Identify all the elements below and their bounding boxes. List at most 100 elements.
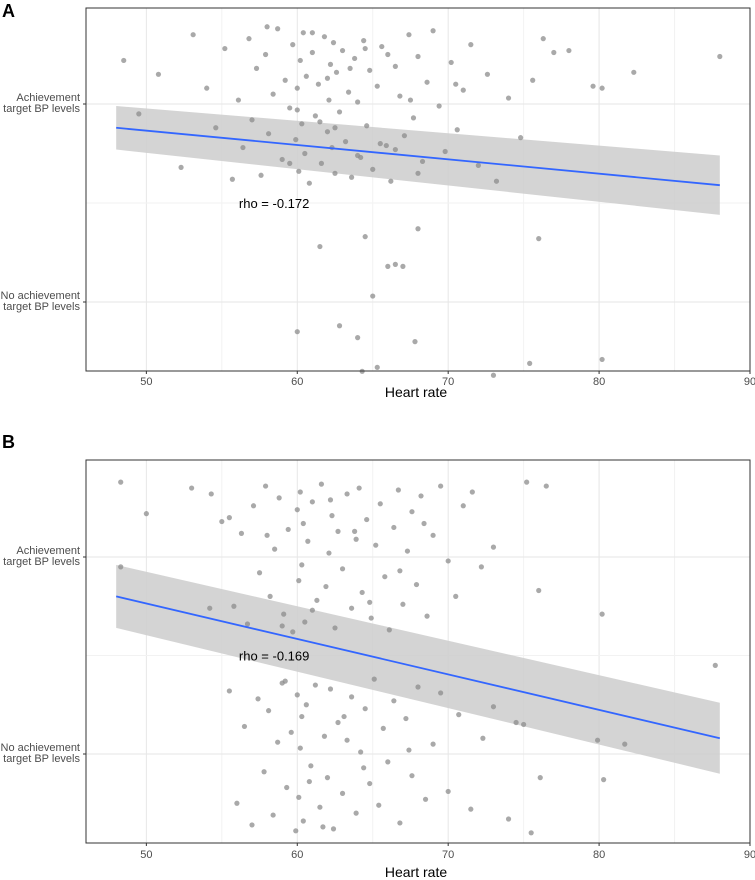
data-point xyxy=(421,520,427,527)
data-point xyxy=(297,489,303,495)
data-point xyxy=(345,89,352,95)
data-point xyxy=(272,546,278,552)
data-point xyxy=(287,105,293,111)
data-point xyxy=(361,38,367,44)
data-point xyxy=(490,544,497,550)
data-point xyxy=(395,487,401,493)
data-point xyxy=(415,226,421,232)
y-tick-label: No achievement xyxy=(1,290,81,302)
data-point xyxy=(279,156,285,163)
data-point xyxy=(222,45,228,52)
data-point xyxy=(235,97,242,103)
data-point xyxy=(296,794,302,800)
data-point xyxy=(299,121,305,127)
data-point xyxy=(339,566,346,572)
data-point xyxy=(631,69,637,75)
data-point xyxy=(392,146,398,153)
data-point xyxy=(290,42,296,48)
data-point xyxy=(436,103,442,109)
data-point xyxy=(282,678,288,684)
data-point xyxy=(392,63,398,69)
regression-line xyxy=(116,126,720,187)
data-point xyxy=(367,67,373,73)
data-point xyxy=(300,520,306,527)
x-tick-label: 70 xyxy=(442,849,454,861)
data-point xyxy=(229,176,235,182)
data-point xyxy=(364,123,370,129)
data-point xyxy=(352,55,358,62)
data-point xyxy=(208,491,214,497)
data-point xyxy=(355,335,361,341)
y-tick-label: Achievement xyxy=(16,92,80,104)
data-point xyxy=(453,81,459,87)
data-point xyxy=(326,550,332,556)
data-point xyxy=(397,568,403,574)
data-point xyxy=(383,142,389,149)
data-point xyxy=(219,518,225,525)
data-point xyxy=(349,694,355,700)
data-point xyxy=(513,719,519,726)
data-point xyxy=(385,263,391,269)
data-point xyxy=(327,497,334,503)
data-point xyxy=(270,91,276,97)
data-point xyxy=(468,806,474,812)
data-point xyxy=(240,144,246,151)
data-point xyxy=(397,820,403,826)
data-point xyxy=(339,47,346,54)
data-point xyxy=(397,93,403,99)
regression-line xyxy=(115,595,721,740)
data-point xyxy=(341,713,347,720)
data-point xyxy=(445,788,451,795)
data-point xyxy=(524,479,530,485)
data-point xyxy=(367,599,373,605)
data-point xyxy=(258,172,264,178)
data-point xyxy=(344,737,350,743)
data-point xyxy=(415,684,421,690)
data-point xyxy=(388,178,394,184)
x-tick-label: 80 xyxy=(593,849,605,861)
data-point xyxy=(392,261,398,267)
data-point xyxy=(368,615,374,621)
data-point xyxy=(309,499,315,505)
data-point xyxy=(306,778,312,785)
data-point xyxy=(438,483,444,489)
data-point xyxy=(299,713,305,720)
data-point xyxy=(121,57,127,64)
data-point xyxy=(344,491,350,497)
data-point xyxy=(204,85,210,91)
data-point xyxy=(438,690,444,696)
data-point xyxy=(332,625,338,631)
data-point xyxy=(281,611,287,617)
data-point xyxy=(460,503,466,509)
data-point xyxy=(314,597,320,603)
data-point xyxy=(284,784,290,791)
data-point xyxy=(244,621,251,627)
data-point xyxy=(415,170,421,176)
data-point xyxy=(327,686,334,692)
y-tick-label: Achievement xyxy=(16,545,80,557)
data-point xyxy=(226,688,232,694)
data-point xyxy=(478,564,484,570)
x-axis-label-b: Heart rate xyxy=(385,864,447,880)
data-point xyxy=(317,119,323,125)
data-point xyxy=(293,828,299,834)
data-point xyxy=(374,83,380,89)
data-point xyxy=(287,160,293,166)
data-point xyxy=(190,32,196,38)
data-point xyxy=(296,168,302,174)
data-point xyxy=(409,773,415,779)
data-point xyxy=(178,164,184,170)
data-point xyxy=(407,97,414,103)
data-point xyxy=(262,483,269,489)
data-point xyxy=(391,698,397,704)
plot-border xyxy=(85,7,751,372)
data-point xyxy=(453,593,459,600)
data-point xyxy=(143,511,149,517)
x-tick-label: 90 xyxy=(744,376,755,388)
data-point xyxy=(385,51,391,58)
data-point xyxy=(377,141,383,147)
data-point xyxy=(234,800,240,806)
data-point xyxy=(493,178,500,184)
